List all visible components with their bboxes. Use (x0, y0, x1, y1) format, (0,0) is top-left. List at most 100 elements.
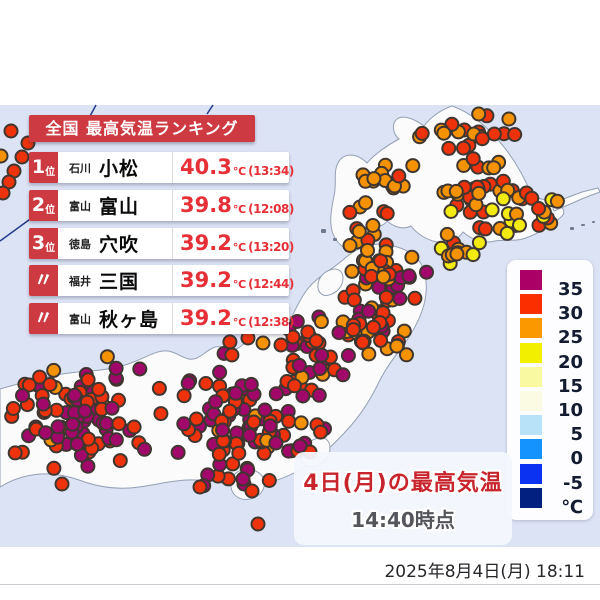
station-label: 富山 (99, 196, 140, 218)
station-dot (313, 314, 329, 330)
station-dot (262, 418, 278, 434)
station-dot (54, 476, 70, 492)
station-dot (137, 441, 152, 457)
station-dot (67, 387, 83, 403)
station-dot (7, 445, 23, 461)
station-dot (126, 419, 142, 435)
observation-time: (12:44) (248, 276, 294, 291)
station-dot (69, 436, 85, 452)
observation-time: (12:38) (248, 314, 294, 329)
station-dot (465, 247, 481, 263)
station-dot (108, 432, 124, 448)
rank-badge: 〃 (29, 265, 60, 296)
station-dot (361, 303, 377, 319)
station-dot (228, 385, 244, 401)
ranking-panel: 全国 最高気温ランキング 1 位 石川 小松 40.3 ℃ (13:34) 2 … (29, 115, 294, 337)
station-dot (361, 346, 377, 362)
station-dot (501, 111, 517, 127)
station-dot (448, 183, 464, 199)
temperature-value: 39.2 (180, 306, 232, 330)
station-dot (132, 361, 148, 377)
temperature-value: 40.3 (180, 155, 232, 179)
caption-title: 4日(月)の最高気温 (303, 471, 503, 496)
station-dot (524, 190, 540, 206)
station-dot (342, 238, 358, 253)
station-dot (153, 406, 169, 422)
station-dot (342, 204, 358, 220)
station-dot (257, 402, 273, 418)
station-dot (46, 460, 62, 476)
ranking-row: 〃 富山 秋ヶ島 39.2 ℃ (12:38) (29, 303, 294, 334)
station-dot (373, 332, 389, 348)
temperature-legend: 35 30 25 20 15 10 5 0 -5 ℃ (507, 260, 593, 520)
prefecture-label: 富山 (69, 312, 91, 326)
station-dot (414, 125, 430, 141)
station-dot (246, 414, 262, 430)
station-dot (292, 438, 308, 454)
station-dot (99, 416, 114, 431)
station-dot (308, 333, 324, 349)
legend-label: ℃ (561, 496, 583, 518)
observation-time: (13:20) (248, 239, 294, 254)
station-dot (399, 347, 414, 363)
station-dot (291, 357, 307, 373)
station-dot (3, 123, 19, 139)
station-dot (295, 388, 311, 404)
legend-label: 35 (557, 279, 583, 300)
station-dot (392, 291, 408, 306)
station-dot (99, 349, 115, 365)
station-dot (335, 367, 351, 383)
station-dot (273, 337, 289, 353)
station-dot (373, 253, 389, 269)
station-dot (358, 195, 374, 211)
station-dot (198, 376, 214, 391)
station-dot (443, 204, 459, 219)
station-dot (484, 202, 500, 218)
station-dot (340, 348, 356, 363)
station-dot (212, 364, 228, 380)
legend-label: -5 (563, 472, 583, 494)
rank-badge: 1 位 (29, 152, 60, 183)
station-dot (192, 479, 208, 495)
station-dot (375, 269, 391, 285)
legend-swatch (520, 342, 542, 363)
station-dot (366, 171, 382, 187)
station-dot (50, 419, 66, 435)
sado-island (317, 268, 344, 296)
station-dot (391, 168, 407, 184)
station-dot (180, 375, 196, 391)
station-dot (474, 131, 490, 147)
station-dot (21, 377, 37, 393)
station-dot (436, 125, 452, 141)
station-dot (312, 361, 328, 377)
station-dot (65, 416, 81, 432)
station-dot (439, 226, 455, 242)
prefecture-label: 石川 (69, 161, 91, 175)
legend-label: 20 (557, 351, 583, 373)
legend-label: 10 (557, 400, 583, 421)
station-label: 小松 (99, 158, 140, 180)
station-dot (112, 453, 128, 469)
station-dot (360, 242, 375, 258)
ranking-row: 〃 福井 三国 39.2 ℃ (12:44) (29, 265, 294, 296)
station-dot (243, 376, 259, 392)
station-dot (471, 185, 487, 201)
station-dot (268, 435, 284, 451)
station-dot (495, 191, 511, 207)
small-island (333, 238, 337, 241)
station-dot (293, 415, 309, 431)
rank-badge: 〃 (29, 303, 60, 334)
station-dot (351, 224, 367, 239)
rank-badge: 2 位 (29, 190, 60, 221)
station-dot (378, 289, 394, 305)
station-dot (313, 424, 329, 440)
station-dot (231, 445, 247, 461)
kunashiri-island (551, 187, 600, 212)
footer-band: 2025年8月4日(月) 18:11 (0, 547, 600, 600)
legend-swatch (520, 463, 542, 484)
legend-swatch (520, 366, 542, 387)
station-dot (5, 401, 21, 416)
ranking-row: 2 位 富山 富山 39.8 ℃ (12:08) (29, 190, 294, 221)
station-dot (379, 206, 395, 221)
station-dot (170, 444, 186, 460)
